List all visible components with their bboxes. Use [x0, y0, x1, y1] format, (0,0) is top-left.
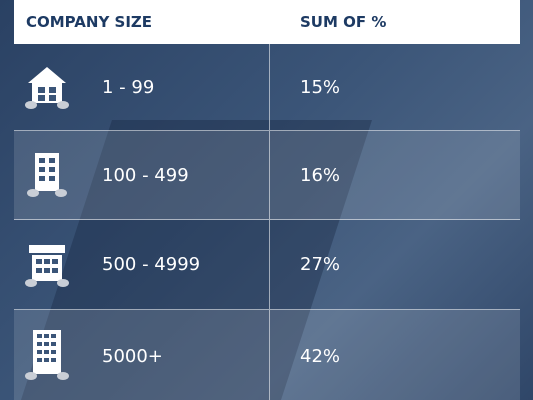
- tower-icon: [25, 330, 69, 380]
- table: COMPANY SIZE SUM OF % 1 - 99 15%: [14, 0, 520, 400]
- office-icon: [25, 244, 69, 287]
- table-row: 100 - 499 16%: [14, 131, 520, 220]
- size-label: 5000+: [102, 345, 163, 367]
- table-row: 1 - 99 15%: [14, 44, 520, 131]
- size-cell: 500 - 4999: [14, 220, 270, 309]
- table-row: 500 - 4999 27%: [14, 220, 520, 310]
- percent-cell: 15%: [300, 76, 341, 98]
- size-label: 500 - 4999: [102, 254, 201, 275]
- percent-cell: 42%: [300, 345, 341, 367]
- size-label: 100 - 499: [102, 164, 189, 186]
- percent-cell: 16%: [300, 164, 341, 186]
- header-cell: COMPANY SIZE: [26, 13, 153, 31]
- header-row: COMPANY SIZE SUM OF %: [14, 0, 520, 44]
- size-cell: 5000+: [14, 310, 270, 400]
- header-cell: SUM OF %: [300, 13, 387, 31]
- percent-cell: 27%: [300, 254, 341, 275]
- size-cell: 100 - 499: [14, 131, 270, 219]
- size-label: 1 - 99: [102, 76, 155, 98]
- building-icon: [27, 153, 67, 197]
- house-icon: [25, 67, 69, 109]
- table-row: 5000+ 42%: [14, 310, 520, 400]
- size-cell: 1 - 99: [14, 44, 270, 130]
